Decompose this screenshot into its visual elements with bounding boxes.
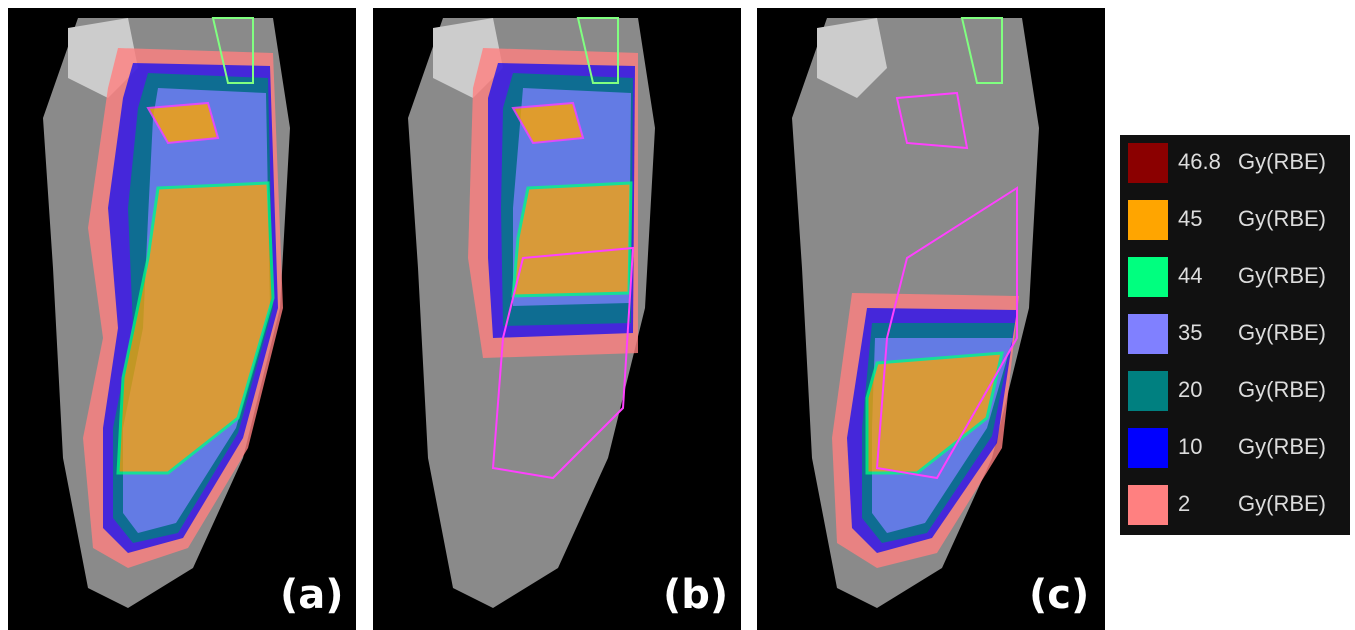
legend-swatch [1128, 200, 1168, 240]
legend-unit: Gy(RBE) [1238, 320, 1326, 345]
legend-swatch [1128, 371, 1168, 411]
legend-unit: Gy(RBE) [1238, 149, 1326, 174]
legend-dose: 35 [1178, 320, 1202, 345]
panel: (b) [373, 8, 741, 630]
legend-unit: Gy(RBE) [1238, 491, 1326, 516]
panel: (c) [757, 8, 1105, 630]
legend-swatch [1128, 257, 1168, 297]
figure: (a) (b) (c) 46.8 Gy(RBE) 45 Gy(RBE) 44 Gy(RBE… [0, 0, 1355, 630]
legend-dose: 2 [1178, 491, 1190, 516]
legend-dose: 45 [1178, 206, 1202, 231]
legend-swatch [1128, 485, 1168, 525]
legend-swatch [1128, 143, 1168, 183]
legend-dose: 46.8 [1178, 149, 1221, 174]
legend-swatch [1128, 428, 1168, 468]
legend-dose: 44 [1178, 263, 1202, 288]
panel-label: (c) [1029, 572, 1089, 618]
legend-unit: Gy(RBE) [1238, 263, 1326, 288]
legend-unit: Gy(RBE) [1238, 377, 1326, 402]
legend-dose: 10 [1178, 434, 1202, 459]
legend-unit: Gy(RBE) [1238, 434, 1326, 459]
panel: (a) [8, 8, 356, 630]
legend-dose: 20 [1178, 377, 1202, 402]
legend: 46.8 Gy(RBE) 45 Gy(RBE) 44 Gy(RBE) 35 Gy(RBE) 20… [1120, 135, 1350, 535]
legend-swatch [1128, 314, 1168, 354]
panel-label: (b) [663, 572, 728, 618]
legend-unit: Gy(RBE) [1238, 206, 1326, 231]
panel-label: (a) [280, 572, 344, 618]
